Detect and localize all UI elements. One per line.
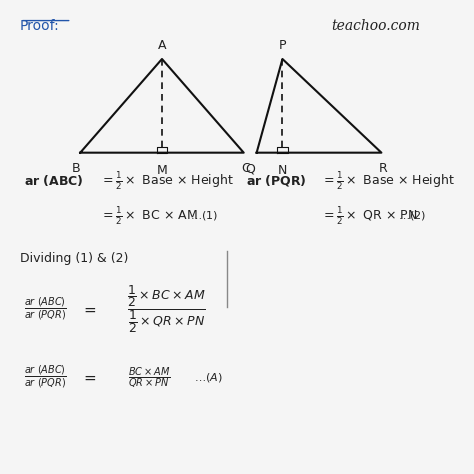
Text: $=\frac{1}{2}\times$ BC $\times$ AM: $=\frac{1}{2}\times$ BC $\times$ AM	[100, 205, 197, 227]
Text: $=$: $=$	[81, 370, 97, 385]
Text: $\dfrac{\dfrac{1}{2}\times BC\times AM}{\dfrac{1}{2}\times QR\times PN}$: $\dfrac{\dfrac{1}{2}\times BC\times AM}{…	[127, 284, 206, 336]
Text: B: B	[72, 162, 80, 175]
Text: P: P	[279, 39, 286, 52]
Text: $\ldots(A)$: $\ldots(A)$	[194, 371, 223, 384]
Text: $\frac{ar\ (ABC)}{ar\ (PQR)}$: $\frac{ar\ (ABC)}{ar\ (PQR)}$	[24, 296, 67, 323]
Text: $\mathbf{ar\ (PQR)}$: $\mathbf{ar\ (PQR)}$	[246, 173, 306, 188]
Text: $=\frac{1}{2}\times$ QR $\times$ PN: $=\frac{1}{2}\times$ QR $\times$ PN	[321, 205, 418, 227]
Text: C: C	[241, 162, 250, 175]
Text: $\mathbf{ar\ (ABC)}$: $\mathbf{ar\ (ABC)}$	[24, 173, 84, 188]
Text: $=$: $=$	[81, 302, 97, 317]
Text: Proof:: Proof:	[20, 19, 60, 33]
Text: $\ldots(2)$: $\ldots(2)$	[398, 210, 426, 222]
Text: Q: Q	[245, 162, 255, 175]
Text: $=\frac{1}{2}\times$ Base $\times$ Height: $=\frac{1}{2}\times$ Base $\times$ Heigh…	[321, 170, 455, 192]
Text: $\frac{BC\times AM}{QR\times PN}$: $\frac{BC\times AM}{QR\times PN}$	[128, 365, 170, 390]
Text: Dividing (1) & (2): Dividing (1) & (2)	[20, 252, 128, 264]
Text: M: M	[156, 164, 167, 177]
Text: $=\frac{1}{2}\times$ Base $\times$ Height: $=\frac{1}{2}\times$ Base $\times$ Heigh…	[100, 170, 233, 192]
Text: $\ldots(1)$: $\ldots(1)$	[190, 210, 218, 222]
Text: R: R	[379, 162, 388, 175]
Text: teachoo.com: teachoo.com	[331, 19, 420, 33]
Text: A: A	[158, 39, 166, 52]
Text: N: N	[278, 164, 287, 177]
Text: $\frac{ar\ (ABC)}{ar\ (PQR)}$: $\frac{ar\ (ABC)}{ar\ (PQR)}$	[24, 364, 67, 391]
